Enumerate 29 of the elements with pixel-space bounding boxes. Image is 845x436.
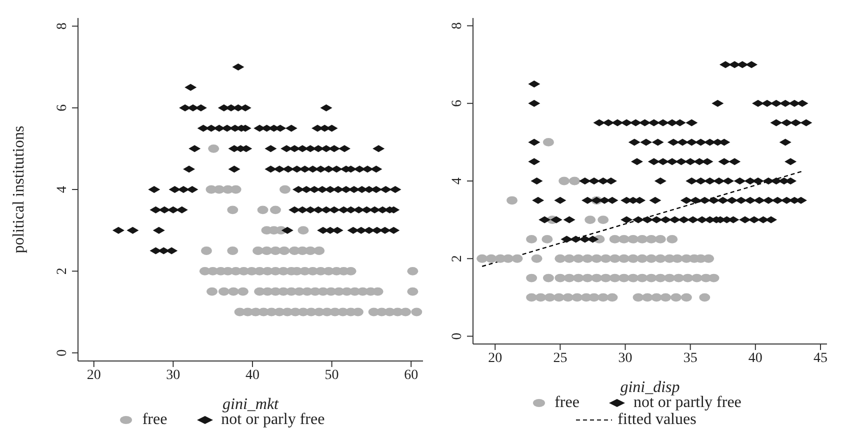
legend-label: not or parly free [220, 411, 325, 428]
legend-label: free [141, 411, 168, 428]
y-tick-label: 8 [450, 22, 465, 30]
legend-label: not or partly free [633, 394, 742, 411]
x-tick-label: 35 [683, 350, 698, 366]
x-tick-label: 50 [324, 368, 339, 383]
y-tick-label: 4 [450, 178, 465, 184]
x-axis-title: gini_disp [620, 379, 680, 396]
y-axis-title: political institutions [10, 126, 28, 254]
y-tick-label: 6 [55, 104, 70, 112]
legend-label: free [554, 394, 580, 411]
y-tick-label: 6 [450, 100, 465, 107]
x-tick-label: 60 [404, 368, 418, 383]
x-tick-label: 40 [748, 350, 762, 366]
x-tick-label: 40 [245, 368, 260, 383]
legend-label: fitted values [616, 411, 696, 428]
y-tick-label: 0 [55, 349, 70, 356]
x-tick-label: 20 [86, 368, 101, 383]
x-tick-label: 20 [488, 350, 502, 366]
x-tick-label: 25 [553, 350, 568, 366]
y-tick-label: 2 [450, 255, 465, 262]
y-tick-label: 8 [55, 22, 70, 30]
y-tick-label: 0 [450, 332, 465, 340]
x-axis-title: gini_mkt [222, 396, 280, 413]
x-tick-label: 30 [166, 368, 180, 383]
x-tick-label: 45 [813, 350, 828, 366]
y-tick-label: 2 [55, 268, 70, 275]
x-tick-label: 30 [618, 350, 632, 366]
y-tick-label: 4 [55, 186, 70, 193]
